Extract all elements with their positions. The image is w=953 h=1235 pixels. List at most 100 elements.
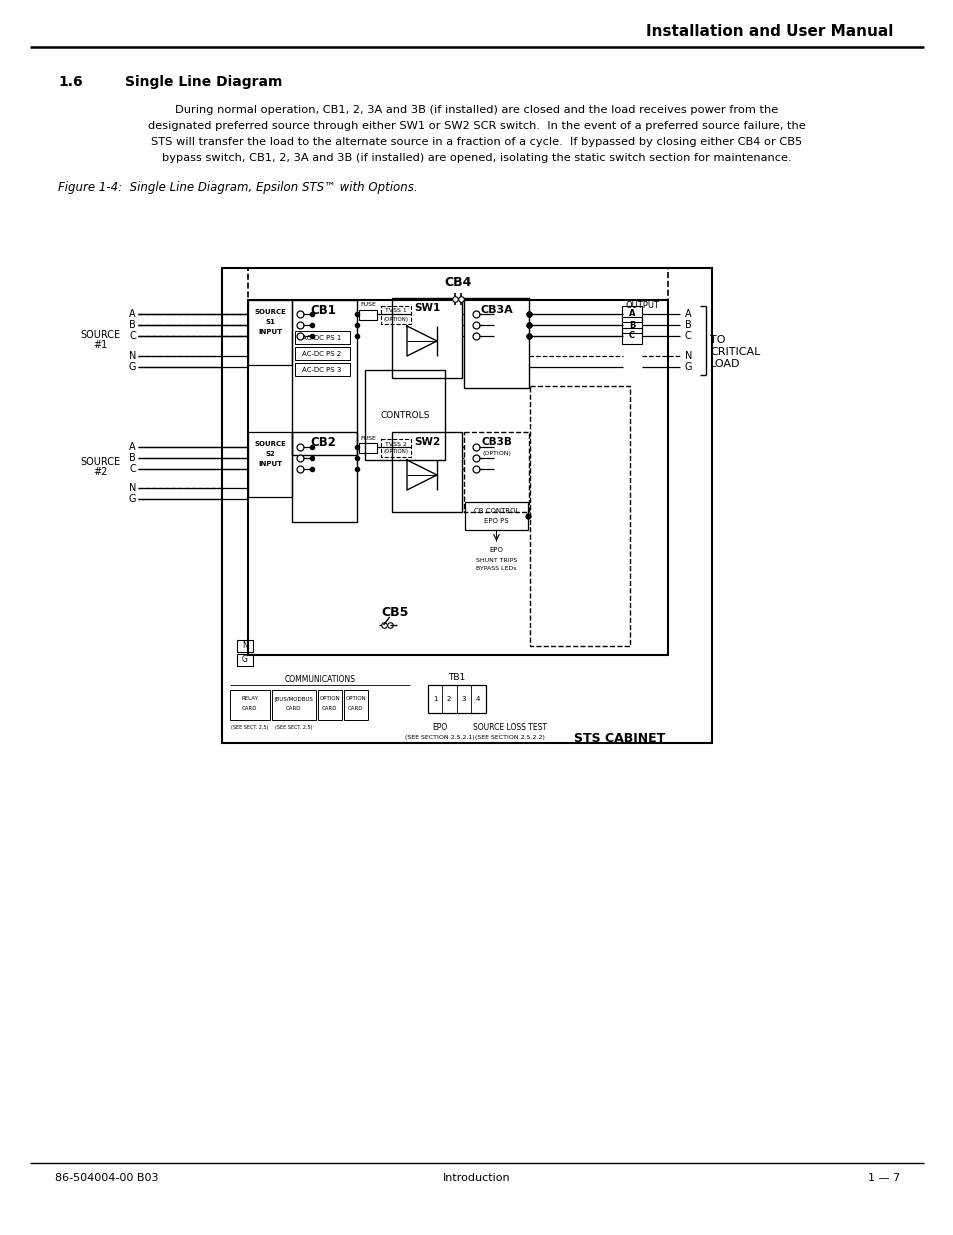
Text: (OPTION): (OPTION)	[481, 452, 511, 457]
Bar	[463, 432, 529, 513]
Text: (SEE SECTION 2.5.2.1): (SEE SECTION 2.5.2.1)	[405, 736, 475, 741]
Text: CARD: CARD	[286, 705, 301, 710]
Text: G: G	[242, 656, 248, 664]
Text: 1: 1	[433, 697, 436, 701]
Text: 1 — 7: 1 — 7	[867, 1173, 899, 1183]
Text: FUSE: FUSE	[359, 436, 375, 441]
Text: C: C	[129, 331, 136, 341]
Bar	[530, 387, 629, 646]
Text: CB2: CB2	[310, 436, 335, 448]
Text: INPUT: INPUT	[257, 461, 282, 467]
Text: B: B	[628, 321, 635, 330]
Text: During normal operation, CB1, 2, 3A and 3B (if installed) are closed and the loa: During normal operation, CB1, 2, 3A and …	[175, 105, 778, 115]
Text: (OPTION): (OPTION)	[383, 316, 408, 321]
Text: COMMUNICATIONS: COMMUNICATIONS	[284, 676, 355, 684]
Bar	[380, 306, 411, 324]
Bar	[428, 685, 485, 713]
Text: designated preferred source through either SW1 or SW2 SCR switch.  In the event : designated preferred source through eith…	[148, 121, 805, 131]
Text: N: N	[129, 483, 136, 493]
Text: SOURCE: SOURCE	[253, 309, 286, 315]
Text: CB3B: CB3B	[480, 437, 512, 447]
Text: JBUS/MODBUS: JBUS/MODBUS	[274, 697, 314, 701]
Text: bypass switch, CB1, 2, 3A and 3B (if installed) are opened, isolating the static: bypass switch, CB1, 2, 3A and 3B (if ins…	[162, 153, 791, 163]
Text: OPTION: OPTION	[345, 697, 366, 701]
Bar	[621, 317, 641, 333]
Text: A: A	[684, 309, 691, 319]
Text: CB CONTROL: CB CONTROL	[474, 508, 518, 514]
Text: C: C	[628, 331, 635, 341]
Text: TO: TO	[709, 335, 724, 345]
Bar	[365, 370, 444, 459]
Text: FUSE: FUSE	[359, 303, 375, 308]
Text: CB4: CB4	[444, 277, 471, 289]
Text: G: G	[684, 362, 692, 372]
Text: CONTROLS: CONTROLS	[380, 410, 429, 420]
Text: STS CABINET: STS CABINET	[574, 731, 665, 745]
Bar	[222, 268, 711, 743]
Bar	[317, 690, 341, 720]
Bar	[272, 690, 315, 720]
Text: SOURCE: SOURCE	[80, 457, 120, 467]
Bar	[294, 331, 350, 345]
Text: B: B	[684, 320, 691, 330]
Text: TB1: TB1	[448, 673, 465, 682]
Text: CB3A: CB3A	[479, 305, 513, 315]
Bar	[236, 640, 253, 652]
Text: STS will transfer the load to the alternate source in a fraction of a cycle.  If: STS will transfer the load to the altern…	[152, 137, 801, 147]
Text: INPUT: INPUT	[257, 329, 282, 335]
Text: (SEE SECTION 2.5.2.2): (SEE SECTION 2.5.2.2)	[475, 736, 544, 741]
Text: LOAD: LOAD	[709, 359, 740, 369]
Text: SOURCE: SOURCE	[253, 441, 286, 447]
Text: C: C	[684, 331, 691, 341]
Text: SW2: SW2	[414, 437, 439, 447]
Text: N: N	[129, 351, 136, 361]
Text: 3: 3	[461, 697, 466, 701]
Bar	[344, 690, 368, 720]
Text: 86-504004-00 B03: 86-504004-00 B03	[55, 1173, 158, 1183]
Text: AC-DC PS 2: AC-DC PS 2	[302, 351, 341, 357]
Text: #2: #2	[92, 467, 107, 477]
Bar	[294, 347, 350, 359]
Text: 2: 2	[446, 697, 451, 701]
Text: B: B	[129, 453, 136, 463]
Bar	[621, 329, 641, 345]
Bar	[248, 300, 292, 366]
Text: TVSS 1: TVSS 1	[385, 309, 406, 314]
Bar	[464, 501, 527, 530]
Bar	[358, 310, 376, 320]
Text: CARD: CARD	[242, 705, 257, 710]
Text: A: A	[628, 310, 635, 319]
Bar	[292, 300, 356, 454]
Text: S2: S2	[265, 451, 274, 457]
Text: CB1: CB1	[310, 304, 335, 316]
Text: 1.6: 1.6	[58, 75, 83, 89]
Text: #1: #1	[92, 340, 107, 350]
Bar	[230, 690, 270, 720]
Bar	[621, 306, 641, 322]
Text: N: N	[242, 641, 248, 651]
Bar	[294, 363, 350, 375]
Bar	[392, 298, 461, 378]
Text: OUTPUT: OUTPUT	[625, 300, 659, 310]
Text: C: C	[129, 464, 136, 474]
Text: G: G	[129, 362, 136, 372]
Text: A: A	[130, 442, 136, 452]
Bar	[392, 432, 461, 513]
Text: (SEE SECT. 2.5): (SEE SECT. 2.5)	[231, 725, 269, 730]
Text: SOURCE: SOURCE	[80, 330, 120, 340]
Text: Introduction: Introduction	[443, 1173, 510, 1183]
Text: SHUNT TRIPS: SHUNT TRIPS	[476, 557, 517, 562]
Text: SW1: SW1	[414, 303, 439, 312]
Text: Figure 1-4:  Single Line Diagram, Epsilon STS™ with Options.: Figure 1-4: Single Line Diagram, Epsilon…	[58, 180, 417, 194]
Text: EPO: EPO	[432, 724, 447, 732]
Text: (OPTION): (OPTION)	[383, 450, 408, 454]
Text: AC-DC PS 3: AC-DC PS 3	[302, 367, 341, 373]
Text: Installation and User Manual: Installation and User Manual	[645, 25, 893, 40]
Text: N: N	[684, 351, 692, 361]
Text: EPO PS: EPO PS	[484, 517, 508, 524]
Text: EPO: EPO	[489, 547, 503, 553]
Text: B: B	[129, 320, 136, 330]
Bar	[463, 298, 529, 388]
Text: SOURCE LOSS TEST: SOURCE LOSS TEST	[473, 724, 546, 732]
Text: S1: S1	[265, 319, 274, 325]
